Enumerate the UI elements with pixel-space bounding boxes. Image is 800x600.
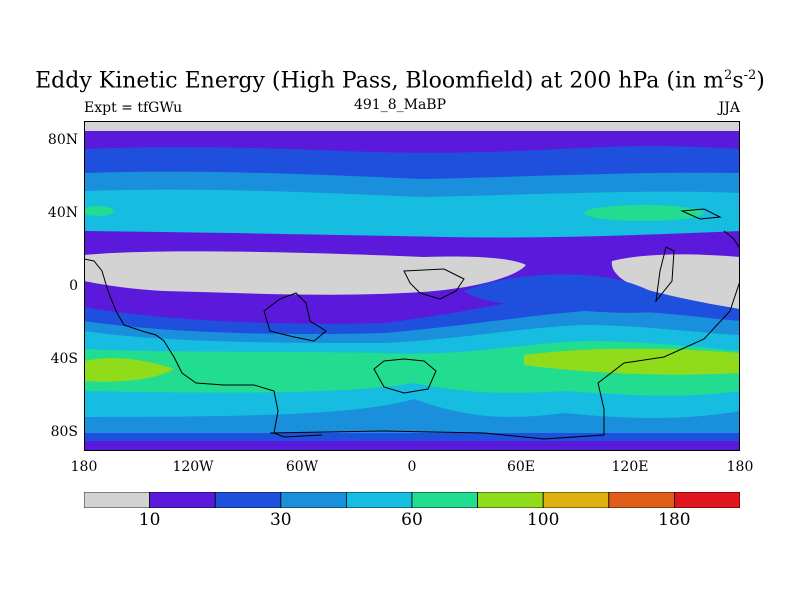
contour-fills — [84, 121, 740, 451]
colorbar-label-100: 100 — [526, 510, 560, 530]
colorbar-label-60: 60 — [401, 510, 423, 530]
lat-tick-40n: 40N — [47, 205, 78, 221]
map-frame — [84, 121, 740, 451]
lon-tick-120w: 120W — [172, 459, 214, 475]
lon-tick-180w: 180 — [70, 459, 98, 475]
patch-north-green-west — [84, 206, 114, 216]
colorbar-swatch-2 — [214, 492, 282, 508]
island-madagascar — [373, 358, 437, 394]
season-label: JJA — [718, 100, 740, 116]
continent-outlines — [84, 208, 740, 440]
coastline-americas — [84, 258, 323, 438]
lon-tick-60w: 60W — [285, 459, 319, 475]
coastline-south-america — [263, 292, 327, 342]
plot-title: Eddy Kinetic Energy (High Pass, Bloomfie… — [35, 68, 765, 94]
coastline-africa — [403, 268, 465, 300]
island-east — [655, 246, 675, 303]
colorbar-label-10: 10 — [138, 510, 161, 530]
eke-map — [84, 121, 740, 451]
lon-tick-120e: 120E — [611, 459, 649, 475]
lon-tick-0: 0 — [407, 459, 417, 475]
lat-tick-80s: 80S — [50, 424, 78, 440]
patch-south-yellowgreen-west — [84, 358, 174, 382]
colorbar-swatch-1 — [149, 492, 216, 508]
run-id-label: 491_8_MaBP — [353, 97, 447, 113]
band-polar-north — [84, 121, 740, 131]
tongue-blue-tropics — [464, 274, 684, 313]
colorbar-swatch-4 — [345, 492, 413, 508]
coastline-east-asia — [723, 230, 740, 250]
lat-tick-40s: 40S — [50, 351, 78, 367]
colorbar-swatch-5 — [411, 492, 478, 508]
colorbar-swatch-9 — [674, 492, 740, 508]
colorbar-label-30: 30 — [269, 510, 292, 530]
lat-tick-80n: 80N — [47, 132, 78, 148]
experiment-label: Expt = tfGWu — [84, 100, 183, 116]
colorbar — [84, 492, 740, 508]
patch-north-green-east — [584, 205, 704, 221]
lat-tick-0: 0 — [69, 278, 78, 294]
colorbar-swatch-7 — [542, 492, 610, 508]
island-arctic — [680, 208, 722, 220]
lon-tick-180e: 180 — [726, 459, 754, 475]
low-eke-region-east — [611, 254, 740, 309]
coastline-antarctica — [269, 280, 740, 440]
colorbar-label-180: 180 — [658, 510, 691, 530]
lon-tick-60e: 60E — [506, 459, 536, 475]
colorbar-swatch-8 — [608, 492, 675, 508]
colorbar-swatch-6 — [477, 492, 544, 508]
band-north-cyan — [84, 189, 740, 238]
low-eke-region-west — [84, 251, 526, 295]
colorbar-swatch-3 — [280, 492, 347, 508]
colorbar-swatch-0 — [84, 492, 150, 508]
